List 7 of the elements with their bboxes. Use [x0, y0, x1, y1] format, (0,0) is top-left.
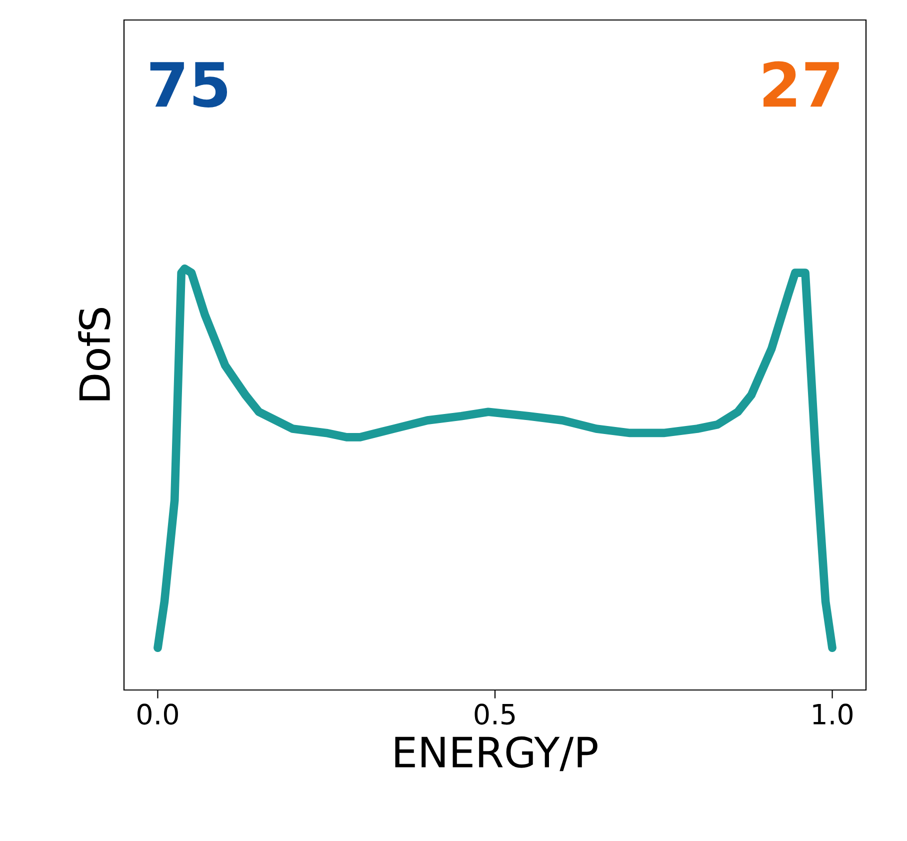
y-axis-title: DofS — [78, 308, 110, 400]
x-axis-title: ENERGY/P — [395, 736, 598, 772]
x-tick-label: 1.0 — [813, 704, 853, 725]
x-tick-label: 0.0 — [137, 704, 178, 725]
text: 75 — [150, 62, 228, 108]
text: 27 — [764, 61, 839, 107]
x-tick-label: 0.5 — [474, 704, 515, 725]
